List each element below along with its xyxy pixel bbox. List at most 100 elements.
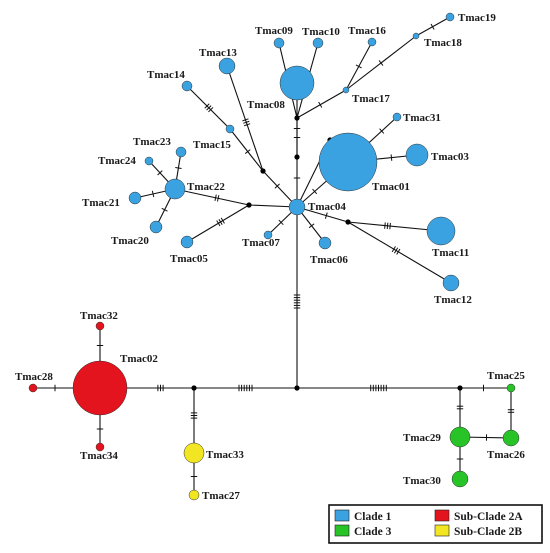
haplotype-node-tmac18 (413, 33, 419, 39)
legend-swatch-subclade-2b (435, 525, 449, 536)
legend-swatch-subclade-2a (435, 510, 449, 521)
haplotype-node-tmac17 (343, 87, 349, 93)
haplotype-node-tmac23 (176, 147, 186, 157)
mutation-tick (309, 224, 314, 228)
median-vector-node (246, 202, 251, 207)
median-vector-node (260, 168, 265, 173)
mutation-tick (215, 195, 216, 201)
haplotype-label-tmac05: Tmac05 (170, 253, 208, 265)
haplotype-node-tmac15 (226, 125, 234, 133)
mutation-tick (217, 221, 220, 226)
haplotype-node-tmac12 (443, 275, 459, 291)
haplotype-node-tmac11 (427, 217, 455, 245)
haplotype-label-tmac11: Tmac11 (432, 247, 469, 259)
haplotype-label-tmac17: Tmac17 (352, 93, 390, 105)
haplotype-label-tmac06: Tmac06 (310, 254, 348, 266)
haplotype-node-tmac09 (274, 38, 284, 48)
haplotype-label-tmac27: Tmac27 (202, 490, 240, 502)
legend-label-clade-3: Clade 3 (354, 526, 392, 538)
legend-label-clade-1: Clade 1 (354, 511, 392, 523)
median-vector-node (294, 154, 299, 159)
haplotype-label-tmac04: Tmac04 (308, 201, 346, 213)
haplotype-node-tmac16 (368, 38, 376, 46)
haplotype-label-tmac18: Tmac18 (424, 37, 462, 49)
haplotype-label-tmac07: Tmac07 (242, 237, 280, 249)
haplotype-node-tmac26 (503, 430, 519, 446)
legend: Clade 1 Sub-Clade 2A Clade 3 Sub-Clade 2… (329, 505, 542, 543)
mutation-tick (387, 223, 388, 229)
edge-m1-tmac13 (227, 66, 263, 171)
haplotype-label-tmac20: Tmac20 (111, 235, 149, 247)
haplotype-label-tmac08: Tmac08 (247, 99, 285, 111)
haplotype-label-tmac19: Tmac19 (458, 12, 496, 24)
haplotype-node-tmac30 (452, 471, 468, 487)
haplotype-label-tmac22: Tmac22 (187, 181, 225, 193)
haplotype-label-tmac03: Tmac03 (431, 151, 469, 163)
mutation-tick (397, 249, 400, 255)
haplotype-node-tmac29 (450, 427, 470, 447)
haplotype-label-tmac09: Tmac09 (255, 25, 293, 37)
haplotype-label-tmac32: Tmac32 (80, 310, 118, 322)
median-vector-node (191, 385, 196, 390)
haplotype-label-tmac10: Tmac10 (302, 26, 340, 38)
haplotype-labels: Tmac01 Tmac02 Tmac03 Tmac04 Tmac05 Tmac06 Tmac… (15, 12, 525, 502)
mutation-tick (394, 248, 397, 254)
median-vector-node (345, 219, 350, 224)
haplotype-label-tmac34: Tmac34 (80, 450, 118, 462)
mutation-tick (390, 223, 391, 229)
legend-label-subclade-2a: Sub-Clade 2A (454, 511, 523, 523)
haplotype-label-tmac02: Tmac02 (120, 353, 158, 365)
haplotype-label-tmac28: Tmac28 (15, 371, 53, 383)
haplotype-node-tmac22 (165, 179, 185, 199)
haplotype-node-tmac25 (507, 384, 515, 392)
legend-label-subclade-2b: Sub-Clade 2B (454, 526, 522, 538)
legend-swatch-clade-1 (335, 510, 349, 521)
haplotype-label-tmac31: Tmac31 (403, 112, 441, 124)
mutation-tick (391, 154, 392, 160)
mutation-tick (217, 195, 218, 201)
haplotype-node-tmac03 (406, 144, 428, 166)
haplotype-label-tmac33: Tmac33 (206, 449, 244, 461)
haplotype-label-tmac14: Tmac14 (147, 69, 185, 81)
median-vector-node (294, 385, 299, 390)
mutation-tick (379, 60, 383, 65)
haplotype-node-tmac14 (182, 81, 192, 91)
mutation-tick (385, 222, 386, 228)
haplotype-label-tmac16: Tmac16 (348, 25, 386, 37)
mutation-tick (392, 246, 395, 252)
haplotype-node-tmac04 (289, 199, 305, 215)
haplotype-label-tmac25: Tmac25 (487, 370, 525, 382)
haplotype-node-tmac27 (189, 490, 199, 500)
haplotype-label-tmac30: Tmac30 (403, 475, 441, 487)
haplotype-label-tmac12: Tmac12 (434, 294, 472, 306)
edge-tmac18-tmac19 (416, 17, 450, 36)
haplotype-node-tmac20 (150, 221, 162, 233)
edge-tmac15-tmac14 (187, 86, 230, 129)
haplotype-node-tmac21 (129, 192, 141, 204)
haplotype-node-tmac10 (313, 38, 323, 48)
edge-m1-tmac15 (230, 129, 263, 171)
mutation-tick (175, 168, 181, 169)
haplotype-label-tmac01: Tmac01 (372, 181, 410, 193)
haplotype-label-tmac29: Tmac29 (403, 432, 441, 444)
median-vector-node (294, 115, 299, 120)
haplotype-label-tmac23: Tmac23 (133, 136, 171, 148)
mutation-tick (319, 102, 322, 108)
mutation-tick (152, 191, 153, 197)
legend-swatch-clade-3 (335, 525, 349, 536)
haplotype-label-tmac26: Tmac26 (487, 449, 525, 461)
haplotype-node-tmac06 (319, 237, 331, 249)
mutation-tick (221, 218, 224, 223)
haplotype-node-tmac01 (319, 133, 377, 191)
haplotype-node-tmac05 (181, 236, 193, 248)
mutation-tick (219, 219, 222, 224)
edge-tmac17-tmac16 (346, 42, 372, 90)
haplotype-node-tmac02 (73, 361, 127, 415)
haplotype-node-tmac08 (280, 66, 314, 100)
haplotype-node-tmac31 (393, 113, 401, 121)
haplotype-label-tmac24: Tmac24 (98, 155, 136, 167)
haplotype-node-tmac33 (184, 443, 204, 463)
haplotype-node-tmac13 (219, 58, 235, 74)
haplotype-node-tmac28 (29, 384, 37, 392)
